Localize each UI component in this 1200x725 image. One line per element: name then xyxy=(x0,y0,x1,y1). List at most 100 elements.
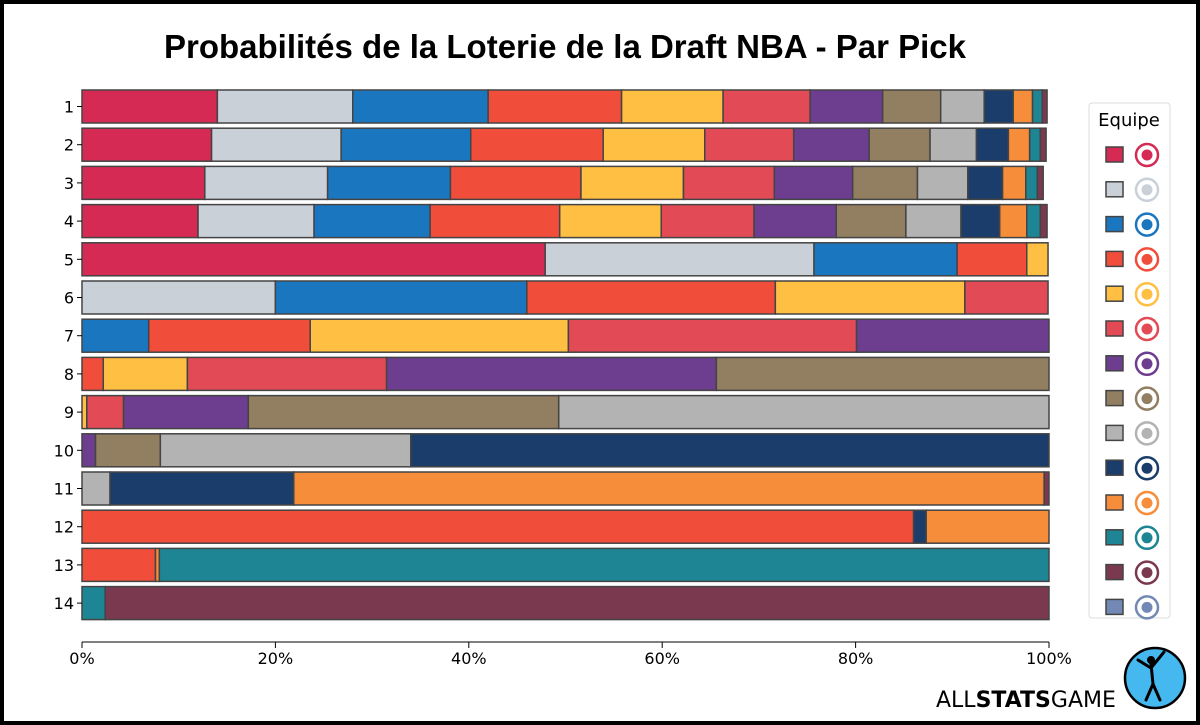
bar-segment xyxy=(881,89,942,124)
team-logo-core xyxy=(1141,393,1153,405)
bar-segment xyxy=(81,127,213,162)
bar-segment xyxy=(216,89,354,124)
bar-segment xyxy=(449,165,582,201)
bar-segment xyxy=(81,356,105,392)
bar-segment xyxy=(81,318,150,353)
bar-segment xyxy=(682,165,776,201)
bar-segment xyxy=(197,203,315,239)
y-tick-label: 14 xyxy=(54,594,74,613)
bar-segment xyxy=(102,356,189,392)
bar-segment xyxy=(81,89,219,124)
bar-segment xyxy=(1025,165,1039,201)
legend-swatch xyxy=(1105,285,1124,302)
bar-segment xyxy=(809,89,884,124)
bar-segment xyxy=(905,203,962,239)
x-tick-label: 40% xyxy=(451,649,487,668)
bar-segment xyxy=(487,89,623,124)
bar-segment xyxy=(1026,203,1042,239)
bar-segment xyxy=(1043,471,1050,506)
bar-segment xyxy=(1028,127,1042,162)
knicks-logo-icon xyxy=(1134,490,1160,516)
bar-segment xyxy=(104,585,1050,621)
legend-swatch xyxy=(1105,389,1124,407)
bar-segment xyxy=(94,433,162,468)
bar-segment xyxy=(1007,127,1031,162)
y-tick-label: 2 xyxy=(64,136,74,155)
bar-segment xyxy=(81,471,111,506)
bar-segment xyxy=(964,280,1049,315)
bar-segment xyxy=(81,547,157,583)
brand-part-all: ALL xyxy=(936,688,976,713)
thunder-logo-icon xyxy=(1134,247,1160,272)
team-logo-core xyxy=(1141,253,1153,265)
legend-swatch xyxy=(1105,424,1124,442)
bar-segment xyxy=(274,280,528,315)
wizards-logo-icon xyxy=(1134,455,1160,481)
team-logo-core xyxy=(1141,567,1153,579)
legend-swatch xyxy=(1105,355,1124,372)
x-tick-label: 0% xyxy=(69,649,94,668)
bar-segment xyxy=(835,203,907,239)
brand-name: ALLSTATSGAME xyxy=(936,688,1116,713)
bar-segment xyxy=(925,509,1050,544)
grizzlies-logo-icon xyxy=(1134,595,1160,620)
y-tick-label: 4 xyxy=(64,212,74,231)
team-logo-core xyxy=(1141,601,1153,613)
bar-segment xyxy=(813,242,958,277)
team-logo-core xyxy=(1141,219,1153,231)
bar-segment xyxy=(1036,165,1044,201)
bar-segment xyxy=(186,356,388,392)
y-tick-label: 11 xyxy=(54,480,74,499)
bar-segment xyxy=(340,127,472,162)
team-logo-core xyxy=(1141,532,1153,544)
bar-segment xyxy=(326,165,452,201)
bar-segment xyxy=(1001,165,1027,201)
bar-segment xyxy=(158,547,1050,583)
bar-segment xyxy=(960,203,1001,239)
y-tick-label: 6 xyxy=(64,289,74,308)
bar-segment xyxy=(660,203,755,239)
bar-segment xyxy=(916,165,969,201)
legend-swatch xyxy=(1105,250,1124,268)
bar-segment xyxy=(868,127,931,162)
bar-segment xyxy=(293,471,1045,506)
bar-segment xyxy=(81,509,915,544)
bar-segment xyxy=(929,127,978,162)
y-tick-label: 8 xyxy=(64,365,74,384)
team-logo-core xyxy=(1141,427,1153,439)
bar-segment xyxy=(410,433,1050,468)
legend-swatch xyxy=(1105,598,1124,616)
y-tick-label: 9 xyxy=(64,403,74,422)
bar-segment xyxy=(602,127,706,162)
bar-segment xyxy=(983,89,1014,124)
bar-segment xyxy=(309,318,570,353)
y-tick-label: 5 xyxy=(64,250,74,269)
basketball-player-logo-icon xyxy=(1123,646,1187,710)
bar-segment xyxy=(385,356,718,392)
pacers-logo-icon xyxy=(1134,281,1160,307)
legend-swatch xyxy=(1105,459,1124,476)
y-tick-label: 3 xyxy=(64,174,74,193)
magic-logo-icon xyxy=(1134,177,1160,203)
brand-part-stats: STATS xyxy=(975,688,1051,713)
bar-segment xyxy=(1039,127,1047,162)
brand-logo-head xyxy=(1147,656,1155,664)
pistons-logo-icon xyxy=(1134,212,1160,237)
team-logo-core xyxy=(1141,323,1153,335)
legend-swatch xyxy=(1105,494,1124,511)
bar-segment xyxy=(620,89,724,124)
bar-segment xyxy=(975,127,1010,162)
bar-segment xyxy=(86,394,125,430)
bar-segment xyxy=(81,165,206,201)
bar-segment xyxy=(1026,242,1049,277)
blazers-logo-icon xyxy=(1134,316,1160,342)
team-logo-core xyxy=(1141,358,1153,370)
legend-swatch xyxy=(1105,320,1124,337)
bar-segment xyxy=(774,280,966,315)
team-logo-core xyxy=(1141,462,1153,474)
bar-segment xyxy=(792,127,870,162)
x-tick-label: 100% xyxy=(1026,649,1072,668)
bar-segment xyxy=(81,280,277,315)
bar-segment xyxy=(851,165,919,201)
bar-segment xyxy=(429,203,561,239)
